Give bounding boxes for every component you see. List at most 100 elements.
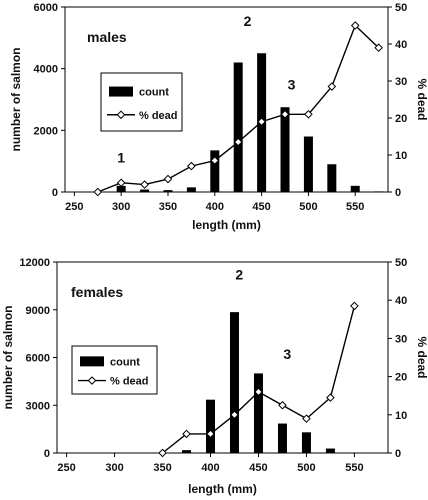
chart-panel-males: 250 300 350 400 450 500 5500200040006000010203… (9, 2, 428, 232)
y2-tick-label: 30 (395, 76, 407, 88)
y-axis-label: number of salmon (9, 47, 23, 151)
bar-count (303, 136, 313, 192)
bar-count (277, 423, 287, 453)
point-percent-dead (116, 178, 126, 188)
bar-count (350, 185, 360, 192)
bar-count (301, 432, 311, 453)
x-tick-label: 400 (206, 201, 224, 213)
point-percent-dead (326, 393, 335, 402)
x-tick-label: 500 (299, 201, 317, 213)
y2-tick-label: 20 (395, 113, 407, 125)
x-tick-label: 300 (112, 201, 130, 213)
point-percent-dead (302, 414, 311, 423)
annotation-mode-2: 2 (244, 13, 252, 29)
legend: count % dead (71, 345, 158, 395)
y2-tick-label: 0 (395, 448, 401, 460)
point-percent-dead (327, 82, 337, 91)
point-percent-dead (278, 400, 287, 410)
y2-axis-label: % dead (415, 336, 428, 378)
y-tick-label: 12000 (19, 257, 50, 269)
x-tick-label: 550 (345, 462, 363, 474)
point-percent-dead (206, 429, 215, 439)
point-percent-dead (304, 109, 313, 119)
bar-count (253, 373, 263, 453)
bar-count (210, 150, 220, 192)
x-tick-label: 250 (57, 462, 75, 474)
bar-count (325, 448, 335, 453)
point-percent-dead (350, 21, 360, 30)
point-percent-dead (254, 387, 263, 397)
y2-tick-label: 20 (395, 372, 407, 384)
y2-tick-label: 40 (395, 39, 407, 51)
bar-count (206, 399, 216, 453)
y-tick-label: 6000 (26, 353, 50, 365)
y-axis-label: number of salmon (1, 305, 15, 409)
bar-count (327, 164, 337, 192)
x-axis-label: length (mm) (192, 218, 261, 232)
annotation-mode-2: 2 (235, 267, 243, 283)
panel-title: males (87, 29, 127, 45)
bar-count (233, 62, 243, 192)
x-tick-label: 350 (159, 201, 177, 213)
legend-label-percent-dead: % dead (139, 110, 178, 122)
point-percent-dead (230, 410, 239, 420)
point-percent-dead (140, 180, 149, 189)
point-percent-dead (182, 429, 191, 439)
y-tick-label: 0 (52, 187, 58, 199)
point-percent-dead (374, 43, 383, 53)
y-tick-label: 4000 (34, 64, 58, 76)
y-tick-label: 9000 (26, 305, 50, 317)
y-tick-label: 0 (44, 448, 50, 460)
x-tick-label: 250 (65, 201, 83, 213)
y2-tick-label: 50 (395, 257, 407, 269)
legend-label-percent-dead: % dead (110, 376, 149, 388)
plot-frame (64, 6, 389, 193)
y2-tick-label: 50 (395, 2, 407, 14)
y2-tick-label: 10 (395, 150, 407, 162)
y2-tick-label: 40 (395, 295, 407, 307)
chart-panel-females: 250 300 350 400 450 500 5500300060009000120000… (1, 257, 428, 496)
y-tick-label: 6000 (34, 2, 58, 14)
bar-count (186, 187, 196, 192)
bar-count (374, 191, 384, 192)
point-percent-dead (187, 161, 196, 171)
y2-tick-label: 10 (395, 410, 407, 422)
y2-tick-label: 0 (395, 187, 401, 199)
point-percent-dead (257, 117, 266, 127)
point-percent-dead (233, 137, 243, 147)
legend-swatch-marker (116, 110, 126, 120)
legend-label-count: count (110, 356, 140, 368)
y-tick-label: 3000 (26, 400, 50, 412)
x-axis-label: length (mm) (188, 482, 257, 496)
point-percent-dead (210, 156, 220, 165)
point-percent-dead (163, 174, 173, 184)
bar-count (163, 190, 173, 192)
bar-count (182, 450, 192, 453)
annotation-mode-3: 3 (288, 77, 296, 93)
legend-swatch-marker (87, 376, 97, 385)
point-percent-dead (350, 301, 359, 311)
panel-title: females (71, 284, 123, 300)
legend-box (71, 345, 158, 395)
point-percent-dead (93, 187, 103, 197)
point-percent-dead (158, 448, 167, 458)
point-percent-dead (280, 109, 290, 119)
x-tick-label: 500 (297, 462, 315, 474)
legend-swatch-count (80, 356, 104, 367)
bar-count (229, 312, 239, 453)
x-tick-label: 450 (252, 201, 270, 213)
x-tick-label: 350 (153, 462, 171, 474)
legend-box (100, 72, 183, 132)
x-tick-label: 300 (105, 462, 123, 474)
x-tick-label: 450 (249, 462, 267, 474)
bar-count (140, 189, 150, 192)
bar-count (280, 107, 290, 192)
legend-swatch-count (109, 86, 133, 97)
annotation-mode-1: 1 (117, 150, 125, 166)
legend-label-count: count (139, 87, 169, 99)
y2-axis-label: % dead (415, 78, 428, 120)
annotation-mode-3: 3 (283, 346, 291, 362)
y-tick-label: 2000 (34, 125, 58, 137)
legend: count % dead (100, 72, 183, 132)
